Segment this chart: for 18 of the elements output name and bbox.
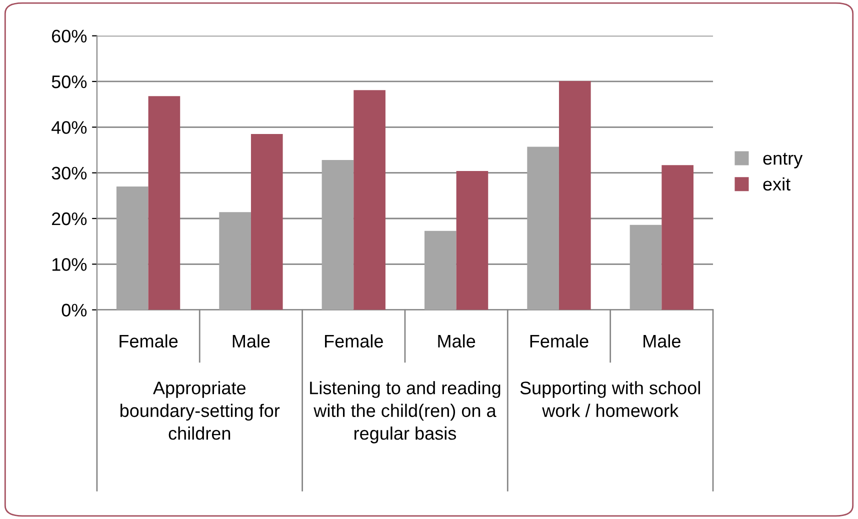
y-tick-label: 10% bbox=[52, 258, 87, 271]
y-tick-label: 30% bbox=[52, 166, 87, 180]
text: Listening to and reading with the child(ren) on a regular basis bbox=[310, 381, 500, 444]
text: Supporting with school work / homework bbox=[520, 381, 700, 418]
legend-label: exit bbox=[763, 177, 790, 191]
x-tick-label: Female bbox=[325, 334, 383, 348]
text: Appropriate boundary-setting for children bbox=[120, 381, 280, 440]
y-tick-label: 50% bbox=[52, 75, 87, 88]
x-tick-label: Male bbox=[232, 334, 270, 348]
x-tick-label: Female bbox=[120, 334, 178, 348]
x-tick-label: Male bbox=[644, 334, 680, 348]
y-tick-label: 20% bbox=[52, 212, 87, 226]
legend-label: entry bbox=[763, 152, 803, 168]
x-tick-label: Male bbox=[438, 334, 476, 348]
y-tick-label: 40% bbox=[52, 121, 87, 134]
y-tick-label: 0% bbox=[62, 304, 87, 317]
y-tick-label: 60% bbox=[52, 30, 87, 43]
x-tick-label: Female bbox=[530, 334, 588, 348]
